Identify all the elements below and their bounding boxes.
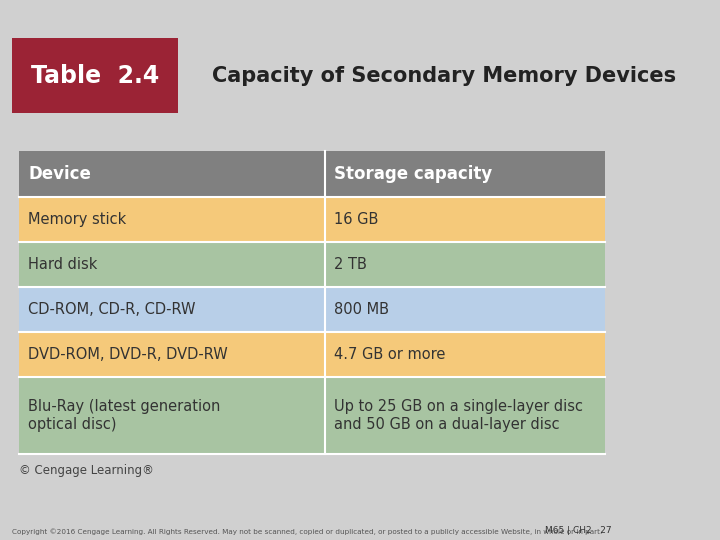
Text: Memory stick: Memory stick: [28, 212, 126, 227]
FancyBboxPatch shape: [12, 38, 178, 113]
FancyBboxPatch shape: [19, 197, 325, 242]
Text: 800 MB: 800 MB: [334, 302, 389, 317]
FancyBboxPatch shape: [325, 332, 606, 377]
Text: Table  2.4: Table 2.4: [31, 64, 159, 87]
Text: Capacity of Secondary Memory Devices: Capacity of Secondary Memory Devices: [212, 65, 676, 86]
Text: 2 TB: 2 TB: [334, 257, 366, 272]
Text: 16 GB: 16 GB: [334, 212, 378, 227]
Text: Blu-Ray (latest generation
optical disc): Blu-Ray (latest generation optical disc): [28, 399, 220, 431]
Text: 4.7 GB or more: 4.7 GB or more: [334, 347, 445, 362]
FancyBboxPatch shape: [325, 197, 606, 242]
FancyBboxPatch shape: [19, 242, 325, 287]
Text: DVD-ROM, DVD-R, DVD-RW: DVD-ROM, DVD-R, DVD-RW: [28, 347, 228, 362]
Text: Up to 25 GB on a single-layer disc
and 50 GB on a dual-layer disc: Up to 25 GB on a single-layer disc and 5…: [334, 399, 583, 431]
FancyBboxPatch shape: [19, 377, 325, 454]
Text: Device: Device: [28, 165, 91, 183]
Text: CD-ROM, CD-R, CD-RW: CD-ROM, CD-R, CD-RW: [28, 302, 196, 317]
Text: M65 | CH2   27: M65 | CH2 27: [545, 525, 612, 535]
Text: © Cengage Learning®: © Cengage Learning®: [19, 464, 153, 477]
FancyBboxPatch shape: [325, 242, 606, 287]
Text: Copyright ©2016 Cengage Learning. All Rights Reserved. May not be scanned, copie: Copyright ©2016 Cengage Learning. All Ri…: [12, 528, 603, 535]
FancyBboxPatch shape: [19, 332, 325, 377]
Text: Hard disk: Hard disk: [28, 257, 97, 272]
FancyBboxPatch shape: [325, 287, 606, 332]
FancyBboxPatch shape: [19, 151, 606, 197]
FancyBboxPatch shape: [19, 287, 325, 332]
FancyBboxPatch shape: [325, 377, 606, 454]
Text: Storage capacity: Storage capacity: [334, 165, 492, 183]
